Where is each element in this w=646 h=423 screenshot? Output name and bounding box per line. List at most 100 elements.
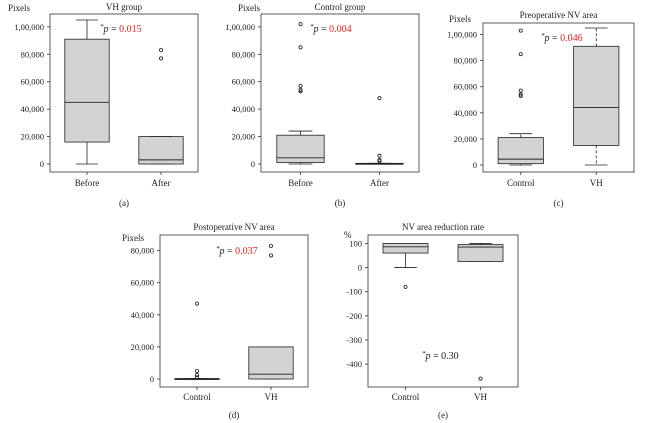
box-outlier xyxy=(518,88,523,93)
y-tick-label: 80,000 xyxy=(21,49,44,59)
panel-e: NV area reduction rate% -400 -300 -200 -100 0… xyxy=(344,222,519,420)
box-outlier xyxy=(298,83,303,88)
y-tick-label: -300 xyxy=(346,335,362,345)
p-value-prefix: * xyxy=(216,245,220,253)
y-tick-label: 60,000 xyxy=(454,82,477,92)
y-axis-label: Pixels xyxy=(122,233,145,243)
p-value-prefix: * xyxy=(541,32,545,40)
box-outlier xyxy=(194,368,199,373)
y-tick-label: 80,000 xyxy=(232,49,255,59)
box-outlier xyxy=(194,375,199,380)
y-tick-label: 60,000 xyxy=(21,77,44,87)
y-tick-label: 0 xyxy=(251,159,255,169)
plot-frame xyxy=(49,13,199,173)
plot-frame xyxy=(159,234,309,388)
panel-b: Control group Pixels 0 20,000 40,000 60,000 80… xyxy=(225,2,420,208)
p-value-number: 0.30 xyxy=(441,351,459,362)
box-outlier xyxy=(377,96,382,101)
y-tick-label: 80,000 xyxy=(131,246,154,256)
p-value-symbol: p xyxy=(313,24,319,35)
y-tick-label: -400 xyxy=(346,359,362,369)
p-value-number: 0.046 xyxy=(560,33,583,44)
chart-title: Postoperative NV area xyxy=(193,222,274,232)
p-value-eq: = xyxy=(550,33,561,44)
p-value-annotation: *p = 0.037 xyxy=(216,245,258,257)
x-tick-label: VH xyxy=(265,392,278,402)
y-tick-label: 1,00,000 xyxy=(225,22,255,32)
y-tick-label: 20,000 xyxy=(454,134,477,144)
box-outlier xyxy=(403,284,408,289)
y-tick-label: 60,000 xyxy=(232,77,255,87)
x-tick-label: Control xyxy=(183,392,211,402)
y-tick-label: 40,000 xyxy=(232,104,255,114)
box-iqr-vh xyxy=(457,244,504,262)
panel-caption: (c) xyxy=(554,198,564,208)
box-outlier xyxy=(194,372,199,377)
y-tick-label: 20,000 xyxy=(21,132,44,142)
x-tick-label: VH xyxy=(474,392,487,402)
box-outlier xyxy=(518,92,523,97)
box-outlier xyxy=(268,253,273,258)
p-value-symbol: p xyxy=(544,33,550,44)
y-tick-label: 0 xyxy=(473,160,477,170)
panel-caption: (e) xyxy=(438,410,448,420)
p-value-symbol: p xyxy=(219,246,225,257)
y-axis-label: Pixels xyxy=(8,3,31,13)
chart-title: NV area reduction rate xyxy=(402,222,484,232)
p-value-number: 0.037 xyxy=(235,246,258,257)
y-tick-label: 40,000 xyxy=(131,310,154,320)
box-outlier xyxy=(158,48,163,53)
box-outlier xyxy=(518,52,523,57)
y-tick-label: 60,000 xyxy=(131,278,154,288)
chart-title: Control group xyxy=(315,2,366,12)
y-tick-label: 40,000 xyxy=(454,108,477,118)
panel-a: VH group Pixels 0 20,000 40,000 60,000 80,000 1… xyxy=(8,2,199,208)
box-iqr-control xyxy=(497,137,544,165)
x-tick-label: VH xyxy=(590,178,603,188)
x-tick-label: Before xyxy=(75,178,100,188)
p-value-prefix: * xyxy=(310,23,314,31)
box-outlier xyxy=(298,89,303,94)
y-axis-label: Pixels xyxy=(449,14,472,24)
x-tick-label: Control xyxy=(507,178,535,188)
y-axis-label: Pixels xyxy=(238,3,261,13)
p-value-number: 0.004 xyxy=(329,24,352,35)
box-outlier xyxy=(194,301,199,306)
box-iqr-after xyxy=(138,136,184,165)
box-outlier xyxy=(377,159,382,164)
box-outlier xyxy=(518,28,523,33)
box-outlier xyxy=(268,243,273,248)
p-value-symbol: p xyxy=(103,24,109,35)
x-tick-label: Before xyxy=(288,178,313,188)
y-tick-label: 1,00,000 xyxy=(14,22,44,32)
box-outlier xyxy=(377,153,382,158)
y-tick-label: 0 xyxy=(358,263,362,273)
panel-caption: (a) xyxy=(119,198,129,208)
box-outlier xyxy=(158,56,163,61)
x-tick-label: After xyxy=(152,178,171,188)
p-value-eq: = xyxy=(319,24,330,35)
p-value-symbol: p xyxy=(425,351,431,362)
chart-title: VH group xyxy=(106,2,143,12)
p-value-eq: = xyxy=(109,24,120,35)
y-tick-label: -200 xyxy=(346,311,362,321)
p-value-prefix: * xyxy=(422,350,426,358)
box-iqr-before xyxy=(64,38,110,143)
p-value-annotation: *p = 0.015 xyxy=(100,23,142,35)
p-value-annotation: *p = 0.046 xyxy=(541,32,583,44)
panel-caption: (b) xyxy=(335,198,346,208)
box-outlier xyxy=(298,22,303,27)
x-tick-label: After xyxy=(370,178,389,188)
box-iqr-vh xyxy=(573,45,620,146)
y-axis-label: % xyxy=(344,230,352,240)
y-tick-label: 40,000 xyxy=(21,104,44,114)
box-iqr-vh xyxy=(248,346,294,380)
plot-frame xyxy=(260,13,420,173)
box-outlier xyxy=(518,93,523,98)
box-iqr-before xyxy=(276,134,325,164)
y-tick-label: 80,000 xyxy=(454,56,477,66)
panel-caption: (d) xyxy=(229,410,240,420)
box-outlier xyxy=(298,45,303,50)
panel-d: Postoperative NV area Pixels 0 20,000 40,000… xyxy=(122,222,309,420)
